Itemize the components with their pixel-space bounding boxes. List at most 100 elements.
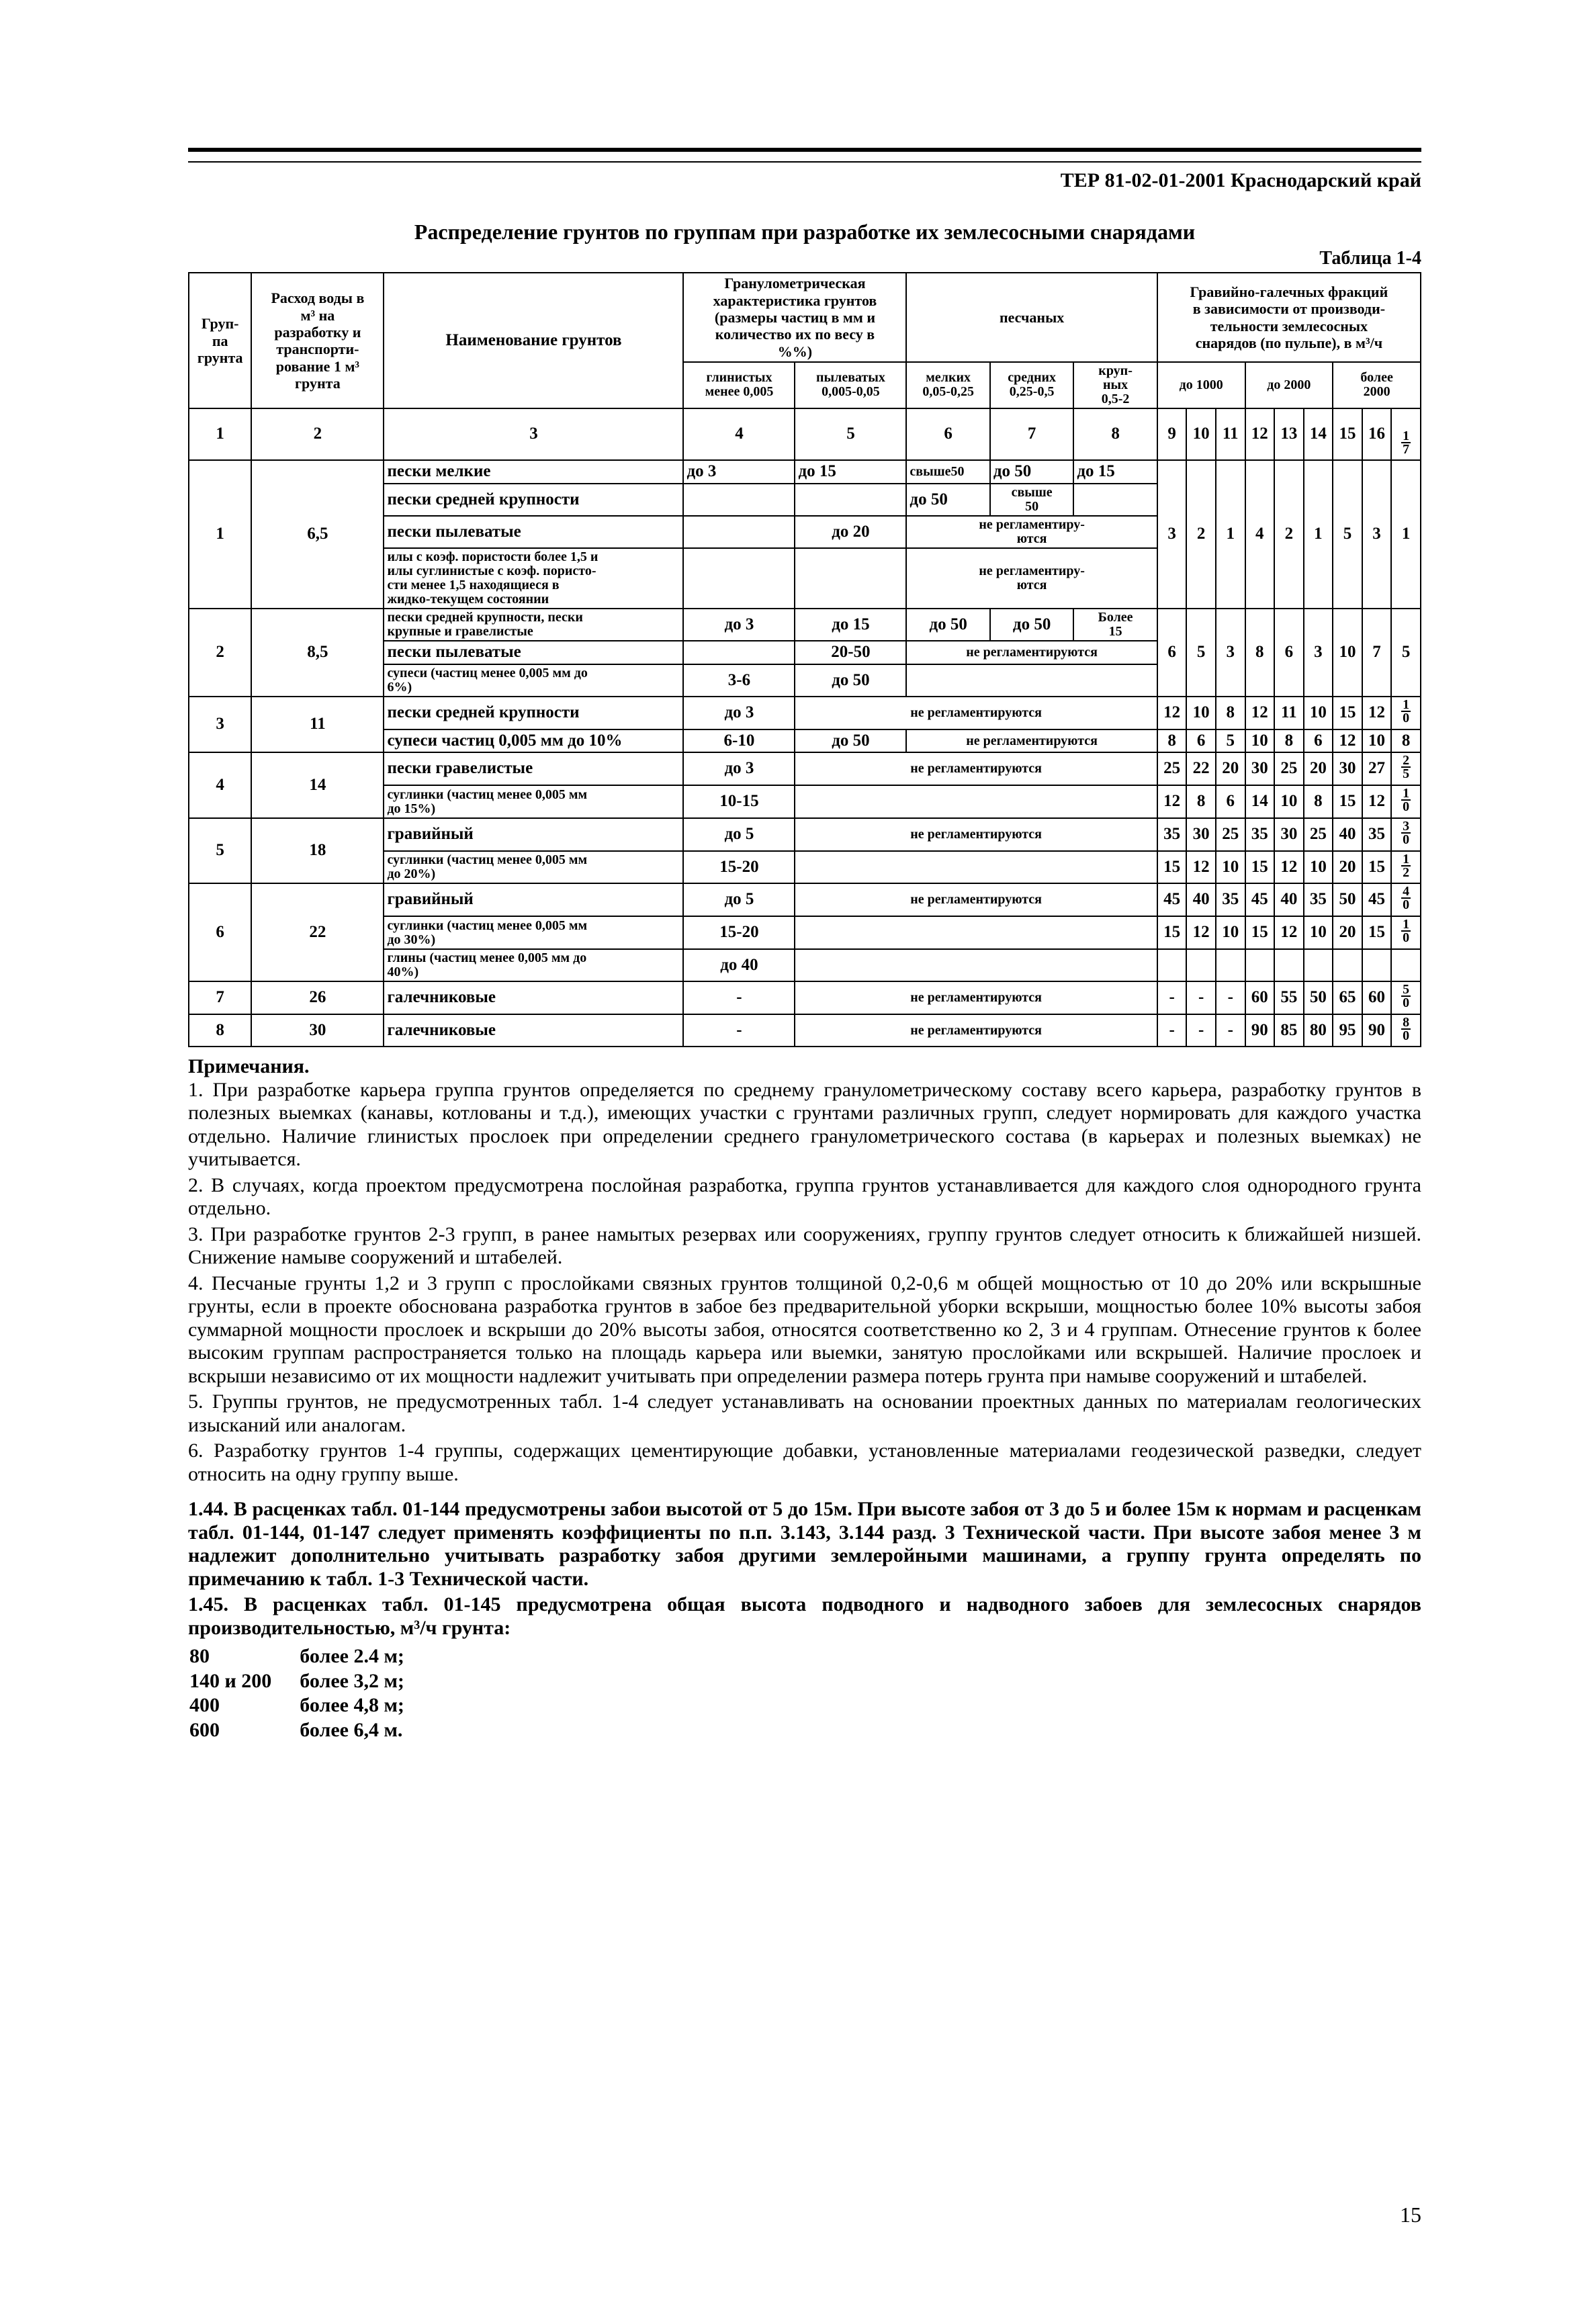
- cell: 20: [1333, 851, 1362, 884]
- th-n8: 8: [1073, 408, 1157, 461]
- table-head: Груп- па грунта Расход воды в м³ на разр…: [189, 273, 1421, 460]
- list-item: 140 и 200более 3,2 м;: [189, 1670, 431, 1693]
- cell: 30: [1186, 818, 1216, 851]
- cell-name: пески средней крупности, пески крупные и…: [384, 609, 683, 641]
- cell: 15: [1157, 851, 1187, 884]
- cell: 10: [1362, 729, 1392, 753]
- cell-name: пески пылеватые: [384, 516, 683, 548]
- cell: не регламентируются: [795, 752, 1157, 785]
- cell: до 50: [906, 484, 989, 516]
- cell: 3: [1216, 609, 1245, 697]
- performance-list: 80более 2.4 м; 140 и 200более 3,2 м; 400…: [188, 1644, 433, 1743]
- note-item: 4. Песчаные грунты 1,2 и 3 групп с просл…: [188, 1272, 1421, 1388]
- th-n4: 4: [683, 408, 795, 461]
- cell: -: [683, 981, 795, 1014]
- cell: -: [683, 1014, 795, 1047]
- cell: 90: [1362, 1014, 1392, 1047]
- cell-name: гравийный: [384, 883, 683, 916]
- cell-water: 22: [251, 883, 384, 981]
- table-1-4: Груп- па грунта Расход воды в м³ на разр…: [188, 272, 1421, 1047]
- th-sand-c: круп- ных 0,5-2: [1073, 362, 1157, 408]
- cell: не регламентируются: [795, 981, 1157, 1014]
- cell: 6: [1216, 785, 1245, 818]
- table-body: 1 6,5 пески мелкие до 3 до 15 свыше50 до…: [189, 460, 1421, 1047]
- th-number-row: 1 2 3 4 5 6 7 8 9 10 11 12 13 14 15 16 1…: [189, 408, 1421, 461]
- cell: -: [1186, 1014, 1216, 1047]
- perf-key: 80: [189, 1645, 298, 1669]
- table-row: 2 8,5 пески средней крупности, пески кру…: [189, 609, 1421, 641]
- cell-group: 4: [189, 752, 251, 818]
- cell: 30: [1391, 818, 1421, 851]
- th-gran-top: Гранулометрическая характеристика грунто…: [683, 273, 906, 361]
- cell: 4: [1245, 460, 1275, 609]
- cell: до 50: [990, 460, 1073, 484]
- cell: до 5: [683, 818, 795, 851]
- cell: не регламентируются: [906, 729, 1157, 753]
- cell: 50: [1333, 883, 1362, 916]
- cell: 80: [1391, 1014, 1421, 1047]
- table-row: 3 11 пески средней крупности до 3 не рег…: [189, 697, 1421, 729]
- perf-val: более 6,4 м.: [300, 1719, 431, 1742]
- cell: 2: [1274, 460, 1304, 609]
- cell: 5: [1216, 729, 1245, 753]
- cell: 12: [1245, 697, 1275, 729]
- cell: 15: [1245, 916, 1275, 949]
- th-sand-top: песчаных: [906, 273, 1157, 361]
- th-n11: 11: [1216, 408, 1245, 461]
- th-n16: 16: [1362, 408, 1392, 461]
- table-row: 6 22 гравийный до 5 не регламентируются …: [189, 883, 1421, 916]
- th-gr-c: более 2000: [1333, 362, 1421, 408]
- cell-water: 11: [251, 697, 384, 753]
- th-n13: 13: [1274, 408, 1304, 461]
- cell: 8: [1157, 729, 1187, 753]
- note-item: 5. Группы грунтов, не предусмотренных та…: [188, 1390, 1421, 1437]
- table-label: Таблица 1-4: [188, 248, 1421, 269]
- cell: 5: [1186, 609, 1216, 697]
- th-n14: 14: [1304, 408, 1333, 461]
- perf-val: более 2.4 м;: [300, 1645, 431, 1669]
- cell: 10: [1216, 851, 1245, 884]
- cell: 40: [1391, 883, 1421, 916]
- cell: 20: [1333, 916, 1362, 949]
- cell: до 3: [683, 609, 795, 641]
- cell: 45: [1245, 883, 1275, 916]
- cell: 10: [1274, 785, 1304, 818]
- cell-name: пески мелкие: [384, 460, 683, 484]
- th-name: Наименование грунтов: [384, 273, 683, 408]
- cell: 7: [1362, 609, 1392, 697]
- cell-group: 1: [189, 460, 251, 609]
- cell: до 3: [683, 460, 795, 484]
- cell: 40: [1333, 818, 1362, 851]
- cell: 25: [1391, 752, 1421, 785]
- th-sand-a: мелких 0,05-0,25: [906, 362, 989, 408]
- perf-val: более 4,8 м;: [300, 1694, 431, 1718]
- th-group: Груп- па грунта: [189, 273, 251, 408]
- cell: 60: [1245, 981, 1275, 1014]
- cell: 12: [1186, 851, 1216, 884]
- cell: 25: [1216, 818, 1245, 851]
- cell: 35: [1362, 818, 1392, 851]
- perf-key: 140 и 200: [189, 1670, 298, 1693]
- cell-water: 18: [251, 818, 384, 884]
- cell: 2: [1186, 460, 1216, 609]
- cell-name: галечниковые: [384, 981, 683, 1014]
- cell: 30: [1245, 752, 1275, 785]
- cell-group: 8: [189, 1014, 251, 1047]
- cell-name: пески пылеватые: [384, 641, 683, 664]
- cell: 3-6: [683, 664, 795, 697]
- cell-group: 3: [189, 697, 251, 753]
- cell: 15-20: [683, 851, 795, 884]
- cell: 1: [1304, 460, 1333, 609]
- cell: 20-50: [795, 641, 906, 664]
- cell: 1: [1216, 460, 1245, 609]
- cell: 15: [1362, 916, 1392, 949]
- th-n1: 1: [189, 408, 251, 461]
- note-item: 1. При разработке карьера группа грунтов…: [188, 1079, 1421, 1171]
- cell: -: [1157, 1014, 1187, 1047]
- cell: не регламентируются: [795, 1014, 1157, 1047]
- cell: 12: [1333, 729, 1362, 753]
- para-1-45: 1.45. В расценках табл. 01-145 предусмот…: [188, 1593, 1421, 1640]
- cell: 5: [1333, 460, 1362, 609]
- cell-name: пески средней крупности: [384, 697, 683, 729]
- cell: 35: [1216, 883, 1245, 916]
